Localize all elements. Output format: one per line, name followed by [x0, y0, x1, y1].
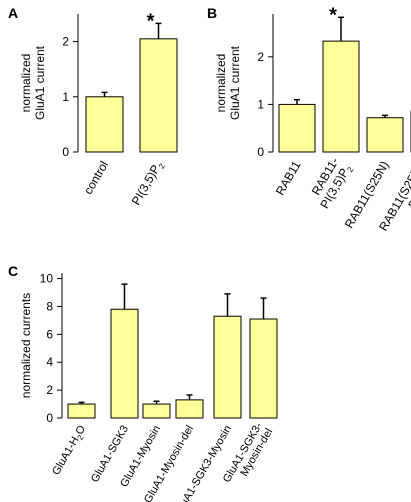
- bar: [139, 38, 178, 153]
- bar: [175, 399, 204, 419]
- category-label: PI(3,5)P2: [129, 158, 167, 208]
- bar: [213, 315, 242, 419]
- y-tick-label: 0: [46, 411, 53, 425]
- y-tick-label: 1: [257, 97, 264, 111]
- y-tick-label: 0: [257, 145, 264, 159]
- bar: [142, 403, 171, 419]
- y-tick-label: 0: [62, 145, 69, 159]
- bar: [366, 117, 404, 153]
- y-axis-label: normalizedGluA1 current: [214, 45, 242, 120]
- y-tick-label: 6: [46, 327, 53, 341]
- y-axis-label: normalized currents: [19, 293, 33, 398]
- category-label: RAB11: [273, 158, 304, 197]
- y-tick-label: 1: [62, 90, 69, 104]
- bar: [322, 40, 360, 153]
- panel-letter: A: [8, 5, 18, 21]
- y-tick-label: 4: [46, 355, 53, 369]
- significance-star: *: [329, 4, 337, 26]
- bar: [110, 308, 139, 419]
- y-axis-label: normalizedGluA1 current: [19, 45, 47, 120]
- panel-letter: B: [207, 5, 217, 21]
- panel-a: A 0 1 2 normalizedGluA1 current * control PI(3,…: [8, 5, 178, 208]
- y-tick-label: 10: [40, 272, 54, 286]
- significance-star: *: [147, 10, 155, 32]
- y-tick-label: 2: [62, 35, 69, 49]
- bar: [67, 403, 96, 419]
- bar: [278, 103, 316, 153]
- bar: [85, 96, 124, 153]
- bar: [249, 318, 278, 419]
- panel-letter: C: [8, 263, 18, 279]
- y-tick-label: 8: [46, 299, 53, 313]
- y-tick-label: 2: [257, 50, 264, 64]
- category-label: GluA1-H2O: [50, 423, 90, 478]
- y-tick-label: 2: [46, 383, 53, 397]
- category-label: control: [81, 159, 111, 197]
